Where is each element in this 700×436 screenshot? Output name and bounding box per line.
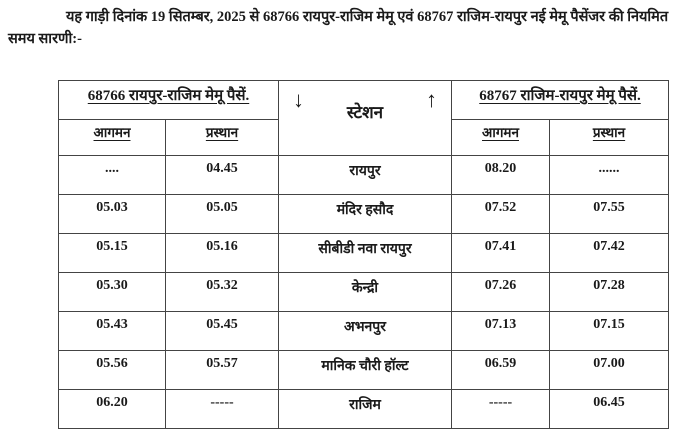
left-arrival-cell: 05.43 — [58, 311, 166, 351]
left-departure-cell: 04.45 — [165, 155, 279, 195]
station-name-cell: मानिक चौरी हॉल्ट — [278, 350, 452, 390]
left-departure-cell: 05.45 — [165, 311, 279, 351]
right-arrival-cell: ----- — [451, 389, 550, 429]
left-departure-cell: 05.16 — [165, 233, 279, 273]
station-name-cell: रायपुर — [278, 155, 452, 195]
right-arrival-cell: 07.13 — [451, 311, 550, 351]
right-departure-cell: 07.00 — [549, 350, 669, 390]
left-departure-cell: 05.57 — [165, 350, 279, 390]
right-arrival-cell: 07.26 — [451, 272, 550, 312]
right-departure-cell: 07.28 — [549, 272, 669, 312]
table-row: .... 04.45 रायपुर 08.20...... — [58, 155, 669, 195]
left-arrival-cell: 05.30 — [58, 272, 166, 312]
right-arrival-header: आगमन — [451, 119, 550, 156]
left-arrival-cell: 05.15 — [58, 233, 166, 273]
left-arrival-cell: 05.03 — [58, 194, 166, 234]
right-departure-cell: 07.15 — [549, 311, 669, 351]
left-departure-cell: 05.05 — [165, 194, 279, 234]
station-name-cell: केन्द्री — [278, 272, 452, 312]
table-row: 05.56 05.57 मानिक चौरी हॉल्ट 06.59 07.00 — [58, 350, 669, 390]
left-arrival-cell: 05.56 — [58, 350, 166, 390]
table-row: 05.15 05.16 सीबीडी नवा रायपुर 07.41 07.42 — [58, 233, 669, 273]
station-name-cell: अभनपुर — [278, 311, 452, 351]
left-arrival-cell: 06.20 — [58, 389, 166, 429]
left-departure-cell: ----- — [165, 389, 279, 429]
right-departure-cell: 07.42 — [549, 233, 669, 273]
station-name-cell: सीबीडी नवा रायपुर — [278, 233, 452, 273]
right-arrival-cell: 06.59 — [451, 350, 550, 390]
left-departure-header: प्रस्थान — [165, 119, 279, 156]
left-departure-cell: 05.32 — [165, 272, 279, 312]
intro-paragraph: यह गाड़ी दिनांक 19 सितम्बर, 2025 से 6876… — [8, 9, 669, 47]
right-arrival-cell: 07.41 — [451, 233, 550, 273]
right-departure-cell: 06.45 — [549, 389, 669, 429]
arrow-down-icon: ↓ — [293, 87, 304, 112]
station-header: ↓ स्टेशन ↑ — [278, 80, 452, 156]
left-arrival-cell: .... — [58, 155, 166, 195]
arrow-up-icon: ↑ — [426, 87, 437, 112]
left-arrival-header: आगमन — [58, 119, 166, 156]
station-name-cell: मंदिर हसौद — [278, 194, 452, 234]
table-row: 06.20 ----- राजिम ----- 06.45 — [58, 389, 669, 429]
right-train-name: 68767 राजिम-रायपुर मेमू पैसें. — [451, 80, 669, 120]
left-train-name: 68766 रायपुर-राजिम मेमू पैसें. — [58, 80, 279, 120]
right-arrival-cell: 07.52 — [451, 194, 550, 234]
station-name-cell: राजिम — [278, 389, 452, 429]
table-row: 05.03 05.05 मंदिर हसौद 07.52 07.55 — [58, 194, 669, 234]
right-departure-cell: 07.55 — [549, 194, 669, 234]
right-departure-header: प्रस्थान — [549, 119, 669, 156]
table-row: 05.43 05.45 अभनपुर 07.13 07.15 — [58, 311, 669, 351]
right-departure-cell: ...... — [549, 155, 669, 195]
station-header-label: स्टेशन — [346, 103, 384, 122]
timetable: 68766 रायपुर-राजिम मेमू पैसें. ↓ स्टेशन … — [58, 80, 669, 429]
table-row: 05.30 05.32 केन्द्री 07.26 07.28 — [58, 272, 669, 312]
right-arrival-cell: 08.20 — [451, 155, 550, 195]
